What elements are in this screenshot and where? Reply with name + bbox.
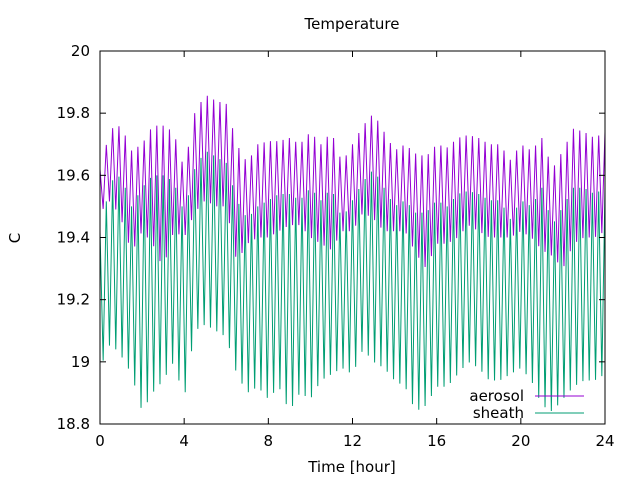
axis-ticks: 0 4 8 12 16 20 24 18.8 19 19.2 19.4 19.6 19.8 20 [57, 42, 615, 450]
y-tick-label: 18.8 [57, 415, 90, 433]
x-tick-label: 8 [264, 432, 274, 450]
legend-label-aerosol: aerosol [469, 387, 524, 405]
x-tick-label: 16 [427, 432, 446, 450]
y-tick-label: 19.8 [57, 104, 90, 122]
chart-title: Temperature [303, 15, 399, 33]
x-tick-label: 24 [595, 432, 614, 450]
series-line-aerosol [99, 95, 606, 268]
x-tick-label: 12 [343, 432, 362, 450]
y-axis-label: C [6, 233, 24, 243]
x-tick-label: 0 [95, 432, 105, 450]
y-tick-label: 19 [71, 353, 90, 371]
series-line-sheath [99, 151, 606, 411]
x-tick-label: 4 [179, 432, 189, 450]
plot-frame [99, 50, 606, 425]
y-tick-label: 20 [71, 42, 90, 60]
y-tick-label: 19.2 [57, 291, 90, 309]
x-axis-label: Time [hour] [307, 458, 396, 476]
series-layer [99, 95, 606, 411]
x-tick-label: 20 [511, 432, 530, 450]
legend-label-sheath: sheath [473, 404, 524, 422]
y-tick-label: 19.4 [57, 229, 90, 247]
y-tick-label: 19.6 [57, 166, 90, 184]
